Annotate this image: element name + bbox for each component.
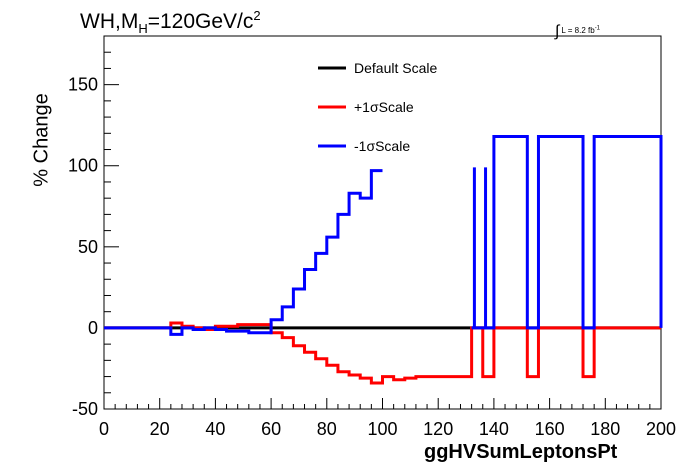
x-tick-label: 60	[261, 419, 281, 439]
x-tick-label: 40	[205, 419, 225, 439]
legend-label: Default Scale	[354, 60, 437, 76]
legend-label: -1σScale	[354, 138, 410, 154]
luminosity-label: ∫ L = 8.2 fb-1	[555, 23, 601, 40]
x-tick-label: 20	[150, 419, 170, 439]
integral-sign: ∫	[555, 23, 560, 40]
legend: Default Scale +1σScale -1σScale	[318, 60, 437, 154]
x-tick-label: 100	[367, 419, 397, 439]
series-line-2	[104, 321, 661, 385]
x-axis-label: ggHVSumLeptonsPt	[424, 441, 618, 463]
x-tick-label: 80	[317, 419, 337, 439]
chart-title: WH,MH=120GeV/c2	[80, 8, 261, 37]
x-tick-label: 140	[479, 419, 509, 439]
y-tick-label: 100	[68, 156, 98, 176]
y-tick-label: 0	[88, 318, 98, 338]
y-tick-label: 50	[78, 237, 98, 257]
x-tick-label: 120	[423, 419, 453, 439]
x-tick-label: 200	[646, 419, 676, 439]
x-tick-label: 0	[99, 419, 109, 439]
y-tick-label: -50	[72, 399, 98, 419]
y-axis-label: % Change	[30, 93, 53, 187]
series-lines	[104, 135, 663, 385]
legend-label: +1σScale	[354, 99, 414, 115]
x-tick-label: 180	[590, 419, 620, 439]
y-tick-label: 150	[68, 75, 98, 95]
series-line-3	[104, 135, 663, 336]
x-tick-label: 160	[535, 419, 565, 439]
plot-frame	[103, 35, 662, 410]
